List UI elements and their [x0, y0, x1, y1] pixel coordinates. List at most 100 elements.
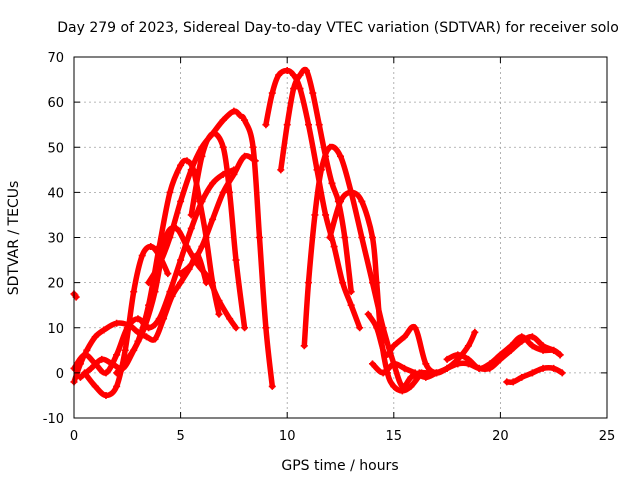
y-tick-label: 40 [47, 186, 64, 201]
x-tick-label: 15 [386, 429, 403, 444]
data-point-marker [475, 364, 483, 372]
y-tick-label: 30 [47, 232, 64, 247]
data-point-marker [215, 310, 223, 318]
data-point-marker [347, 188, 355, 196]
data-point-marker [390, 360, 398, 368]
data-point-marker [311, 211, 319, 219]
data-point-marker [347, 301, 355, 309]
data-point-marker [268, 89, 276, 97]
data-point-marker [198, 243, 206, 251]
x-tick-label: 10 [279, 429, 296, 444]
series-trace [145, 108, 276, 390]
data-point-marker [183, 243, 191, 251]
data-point-marker [219, 188, 227, 196]
data-point-marker [251, 157, 259, 165]
data-point-marker [315, 121, 323, 129]
data-point-marker [368, 234, 376, 241]
data-point-marker [113, 319, 121, 327]
data-point-marker [226, 315, 234, 323]
data-point-marker [300, 342, 308, 350]
data-point-marker [390, 342, 398, 350]
data-point-marker [209, 179, 217, 187]
y-axis-label: SDTVAR / TECUs [6, 181, 22, 296]
series-arc-16 [443, 333, 564, 372]
data-point-marker [177, 197, 185, 205]
data-point-marker [322, 211, 330, 219]
x-tick-label: 0 [70, 429, 78, 444]
data-point-marker [283, 121, 291, 129]
data-point-marker [398, 387, 406, 395]
series-arc-8 [177, 152, 259, 278]
data-point-marker [509, 378, 517, 386]
data-point-marker [507, 342, 515, 350]
data-point-marker [138, 252, 146, 260]
data-point-marker [400, 364, 408, 372]
data-point-marker [76, 373, 84, 381]
data-point-marker [98, 355, 106, 363]
data-point-marker [232, 324, 240, 332]
data-point-marker [539, 346, 547, 354]
data-point-marker [166, 288, 174, 296]
data-point-marker [219, 116, 227, 124]
data-point-marker [262, 121, 270, 129]
data-point-marker [209, 215, 217, 223]
data-point-marker [464, 355, 472, 363]
data-point-marker [166, 234, 174, 241]
series-arc-13 [326, 188, 426, 395]
data-point-marker [81, 351, 89, 359]
data-point-marker [91, 382, 99, 390]
data-point-marker [194, 261, 202, 269]
data-point-marker [471, 328, 479, 336]
data-point-marker [177, 279, 185, 287]
data-point-marker [155, 243, 163, 251]
data-point-marker [151, 335, 159, 343]
data-point-marker [102, 369, 110, 377]
data-point-marker [347, 288, 355, 296]
data-point-marker [87, 364, 95, 372]
data-point-marker [230, 107, 238, 115]
data-point-marker [145, 301, 153, 309]
data-point-marker [219, 143, 227, 151]
data-point-marker [528, 342, 536, 350]
data-point-marker [113, 369, 121, 377]
data-point-marker [411, 369, 419, 377]
data-point-marker [518, 333, 526, 341]
y-tick-label: 50 [47, 141, 64, 156]
data-point-marker [407, 373, 415, 381]
data-point-marker [486, 360, 494, 368]
data-point-marker [155, 261, 163, 269]
data-point-marker [226, 188, 234, 196]
data-point-marker [290, 71, 298, 79]
data-point-marker [290, 85, 298, 93]
data-point-marker [296, 85, 304, 93]
data-point-marker [113, 351, 121, 359]
data-point-marker [550, 364, 558, 372]
data-point-marker [496, 351, 504, 359]
data-point-marker [187, 166, 195, 174]
series-trace [81, 243, 171, 399]
data-point-marker [241, 152, 249, 160]
data-point-marker [241, 116, 249, 124]
data-point-marker [187, 261, 195, 269]
data-point-marker [432, 369, 440, 377]
data-point-marker [134, 315, 142, 323]
data-point-marker [241, 324, 249, 332]
data-point-marker [177, 270, 185, 278]
data-point-marker [198, 152, 206, 160]
data-point-marker [411, 324, 419, 332]
data-point-marker [373, 279, 381, 287]
y-tick-label: 60 [47, 96, 64, 111]
data-point-marker [400, 333, 408, 341]
y-tick-label: 10 [47, 322, 64, 337]
data-point-marker [539, 364, 547, 372]
data-point-marker [108, 360, 116, 368]
series-arc-7 [145, 107, 276, 390]
data-point-marker [142, 333, 150, 341]
data-point-marker [187, 211, 195, 219]
data-point-marker [373, 324, 381, 332]
data-point-marker [209, 130, 217, 138]
data-point-marker [337, 197, 344, 205]
data-point-marker [407, 382, 415, 390]
y-tick-label: 0 [56, 367, 64, 382]
